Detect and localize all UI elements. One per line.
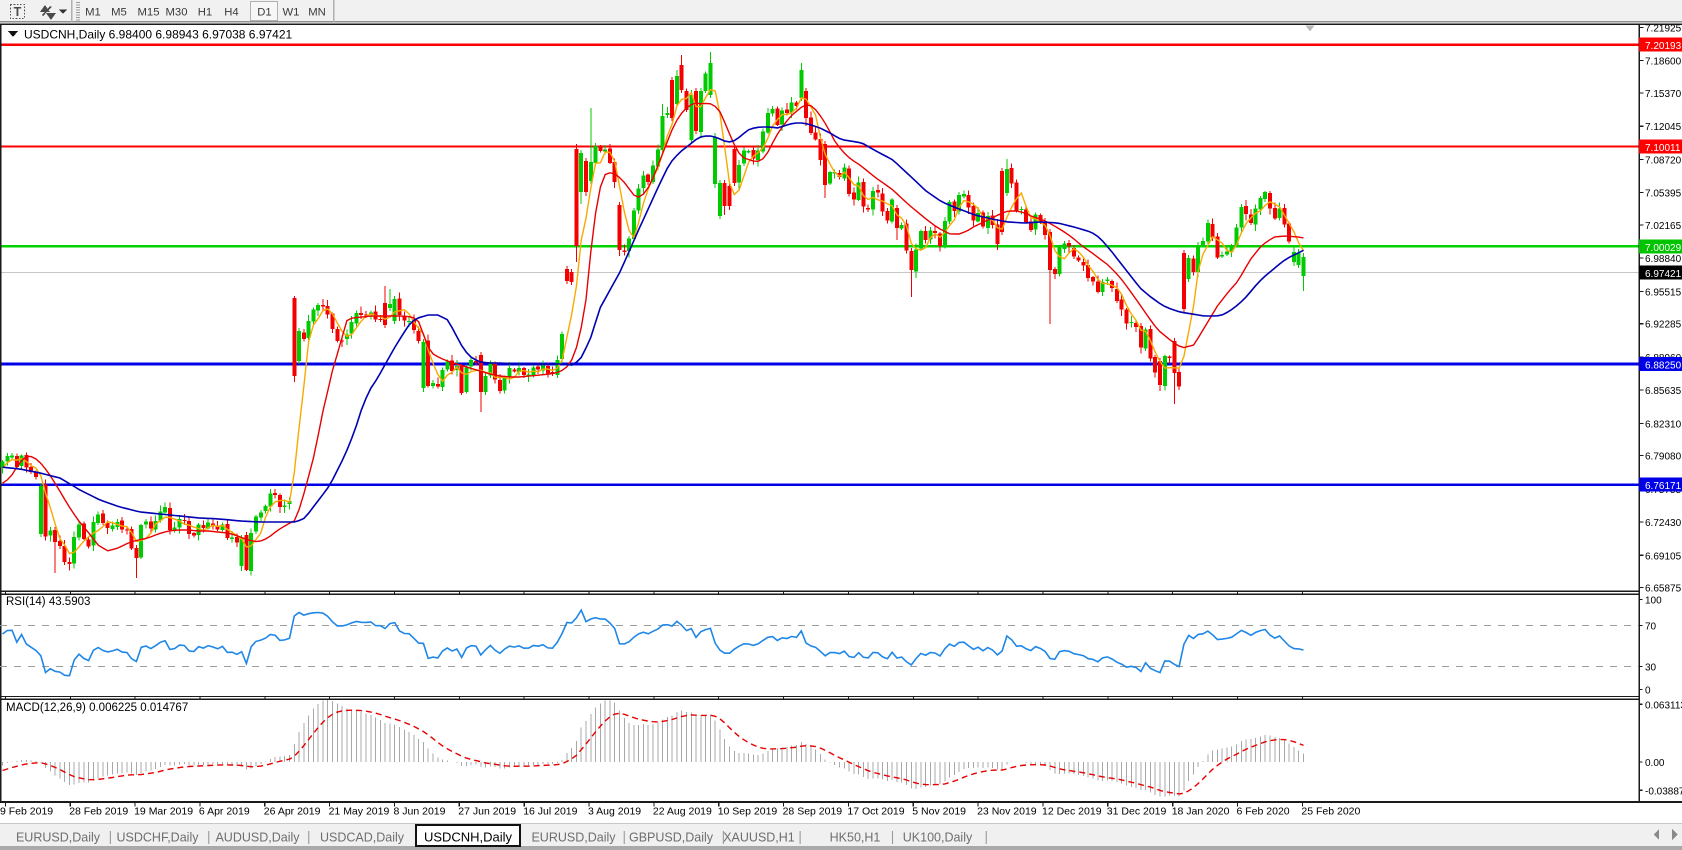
svg-text:EURUSD,Daily: EURUSD,Daily [531,831,616,845]
svg-text:M1: M1 [85,7,101,19]
svg-text:23 Nov 2019: 23 Nov 2019 [977,806,1037,818]
svg-text:22 Aug 2019: 22 Aug 2019 [653,806,712,818]
svg-text:7.02165: 7.02165 [1645,221,1682,232]
svg-text:|: | [307,829,311,844]
svg-text:6.95515: 6.95515 [1645,287,1682,298]
svg-text:0.063113: 0.063113 [1645,701,1682,712]
svg-text:31 Dec 2019: 31 Dec 2019 [1107,806,1167,818]
svg-text:28 Sep 2019: 28 Sep 2019 [783,806,843,818]
svg-text:8 Jun 2019: 8 Jun 2019 [394,806,446,818]
svg-text:USDCNH,Daily: USDCNH,Daily [424,830,513,845]
svg-text:7.10011: 7.10011 [1645,143,1681,154]
svg-text:21 May 2019: 21 May 2019 [329,806,390,818]
svg-text:|: | [623,829,627,844]
svg-text:7.18600: 7.18600 [1645,57,1682,68]
svg-text:M5: M5 [111,7,127,19]
svg-text:18 Jan 2020: 18 Jan 2020 [1172,806,1230,818]
svg-text:EURUSD,Daily: EURUSD,Daily [16,831,101,845]
svg-text:6.72430: 6.72430 [1645,518,1682,529]
svg-text:UK100,Daily: UK100,Daily [903,831,973,845]
svg-text:|: | [891,829,895,844]
svg-text:-0.038872: -0.038872 [1645,787,1682,798]
svg-text:7.08720: 7.08720 [1645,155,1682,166]
svg-text:100: 100 [1645,596,1662,607]
svg-text:6.88250: 6.88250 [1645,361,1682,372]
svg-text:T: T [14,5,22,19]
svg-text:XAUUSD,H1: XAUUSD,H1 [723,831,795,845]
svg-text:M30: M30 [166,7,188,19]
svg-text:6.65875: 6.65875 [1645,584,1682,595]
svg-text:9 Feb 2019: 9 Feb 2019 [0,806,53,818]
svg-text:H1: H1 [198,7,212,19]
svg-text:GBPUSD,Daily: GBPUSD,Daily [629,831,714,845]
svg-text:USDCAD,Daily: USDCAD,Daily [320,831,405,845]
svg-text:HK50,H1: HK50,H1 [830,831,881,845]
svg-text:USDCNH,Daily 6.98400 6.98943: USDCNH,Daily 6.98400 6.98943 6.97038 6.9… [24,28,293,42]
svg-text:MN: MN [308,7,326,19]
svg-text:6.97421: 6.97421 [1645,269,1682,280]
svg-text:30: 30 [1645,663,1657,674]
svg-text:25 Feb 2020: 25 Feb 2020 [1301,806,1360,818]
svg-text:27 Jun 2019: 27 Jun 2019 [458,806,516,818]
svg-text:H4: H4 [224,7,238,19]
svg-text:5 Nov 2019: 5 Nov 2019 [912,806,966,818]
svg-text:MACD(12,26,9) 0.006225 0.01476: MACD(12,26,9) 0.006225 0.014767 [6,702,188,714]
svg-text:6.92285: 6.92285 [1645,320,1682,331]
svg-text:|: | [109,829,113,844]
svg-text:6.76171: 6.76171 [1645,481,1682,492]
svg-text:|: | [722,829,726,844]
svg-text:16 Jul 2019: 16 Jul 2019 [523,806,577,818]
svg-text:6.69105: 6.69105 [1645,551,1682,562]
svg-text:RSI(14) 43.5903: RSI(14) 43.5903 [6,596,90,608]
svg-text:|: | [985,829,989,844]
svg-text:0: 0 [1645,686,1651,697]
svg-text:26 Apr 2019: 26 Apr 2019 [264,806,321,818]
svg-text:|: | [207,829,211,844]
svg-text:7.12045: 7.12045 [1645,122,1682,133]
svg-text:10 Sep 2019: 10 Sep 2019 [718,806,778,818]
svg-text:W1: W1 [283,7,300,19]
svg-text:19 Mar 2019: 19 Mar 2019 [134,806,193,818]
svg-text:7.20193: 7.20193 [1645,41,1682,52]
svg-text:12 Dec 2019: 12 Dec 2019 [1042,806,1102,818]
svg-text:|: | [798,829,802,844]
svg-text:0.00: 0.00 [1645,758,1665,769]
svg-text:70: 70 [1645,622,1657,633]
svg-text:7.21925: 7.21925 [1645,23,1682,34]
svg-text:17 Oct 2019: 17 Oct 2019 [847,806,904,818]
svg-text:7.15370: 7.15370 [1645,89,1682,100]
svg-text:USDCHF,Daily: USDCHF,Daily [117,831,200,845]
svg-text:7.05395: 7.05395 [1645,189,1682,200]
svg-text:6.82310: 6.82310 [1645,419,1682,430]
svg-text:3 Aug 2019: 3 Aug 2019 [588,806,641,818]
svg-text:7.00029: 7.00029 [1645,243,1682,254]
svg-text:6.85635: 6.85635 [1645,386,1682,397]
svg-text:D1: D1 [257,7,271,19]
svg-text:AUDUSD,Daily: AUDUSD,Daily [215,831,300,845]
svg-text:6 Apr 2019: 6 Apr 2019 [199,806,250,818]
svg-text:6.98840: 6.98840 [1645,254,1682,265]
svg-text:28 Feb 2019: 28 Feb 2019 [69,806,128,818]
svg-text:6 Feb 2020: 6 Feb 2020 [1237,806,1290,818]
svg-text:M15: M15 [138,7,160,19]
svg-text:6.79080: 6.79080 [1645,452,1682,463]
